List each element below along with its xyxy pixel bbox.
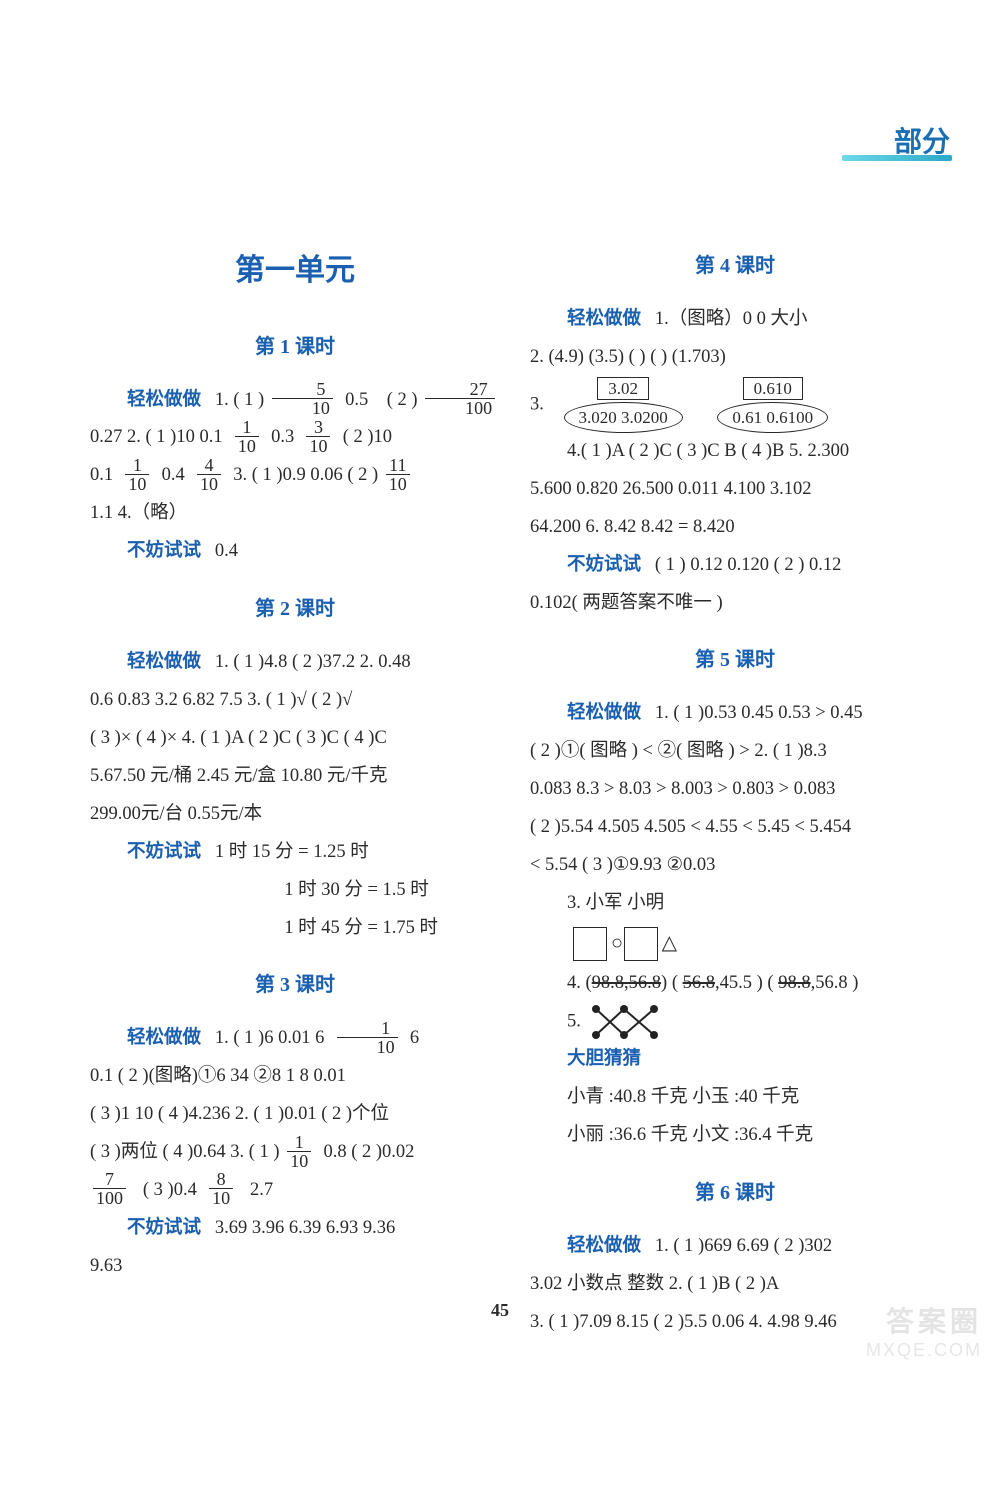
l2-line3: ( 3 )× ( 4 )× 4. ( 1 )A ( 2 )C ( 3 )C ( … [90, 720, 500, 758]
l5-line3: 0.083 8.3 > 8.03 > 8.003 > 0.803 > 0.083 [530, 771, 940, 809]
l4-line6: 不妨试试 ( 1 ) 0.12 0.120 ( 2 ) 0.12 [530, 547, 940, 585]
l4-line3: 4.( 1 )A ( 2 )C ( 3 )C B ( 4 )B 5. 2.300 [530, 433, 940, 471]
fraction: 810 [209, 1170, 233, 1207]
diagram-b: 0.610 0.61 0.6100 [717, 377, 828, 433]
circle-symbol-box: ○ [573, 927, 607, 961]
l5-guess-label: 大胆猜猜 [530, 1041, 940, 1079]
l4-line4: 5.600 0.820 26.500 0.011 4.100 3.102 [530, 471, 940, 509]
ellipse-value: 3.020 3.0200 [564, 402, 683, 433]
lesson3-title: 第 3 课时 [90, 965, 500, 1006]
l5-line5: < 5.54 ( 3 )①9.93 ②0.03 [530, 847, 940, 885]
fraction: 27100 [425, 380, 495, 417]
l2-line6: 不妨试试 1 时 15 分 = 1.25 时 [90, 834, 500, 872]
fraction: 110 [125, 456, 149, 493]
l3-line7: 9.63 [90, 1248, 500, 1286]
l4-line2: 2. (4.9) (3.5) ( ) ( ) (1.703) [530, 339, 940, 377]
l3-line6: 不妨试试 3.69 3.96 6.39 6.93 9.36 [90, 1210, 500, 1248]
label-try: 不妨试试 [127, 541, 201, 561]
l1-line4: 1.1 4.（略） [90, 495, 500, 533]
fraction: 110 [287, 1133, 311, 1170]
left-column: 第一单元 第 1 课时 轻松做做 1. ( 1 ) 510 0.5 ( 2 ) … [90, 240, 500, 1341]
l1-line3: 0.1 110 0.4 410 3. ( 1 )0.9 0.06 ( 2 ) 1… [90, 457, 500, 495]
l2-line2: 0.6 0.83 3.2 6.82 7.5 3. ( 1 )√ ( 2 )√ [90, 682, 500, 720]
label-try: 不妨试试 [127, 842, 201, 862]
cross-match-icon [590, 1003, 660, 1041]
l5-line7: 4. (98.8,56.8) ( 56.8,45.5 ) ( 98.8,56.8… [530, 965, 940, 1003]
label-try: 不妨试试 [127, 1218, 201, 1238]
watermark-text-top: 答案圈 [866, 1300, 982, 1340]
strikethrough: 98.8,56.8 [592, 973, 661, 993]
l2-line5: 299.00元/台 0.55元/本 [90, 796, 500, 834]
box-value: 0.610 [743, 377, 803, 400]
ellipse-value: 0.61 0.6100 [717, 402, 828, 433]
l5-line1: 轻松做做 1. ( 1 )0.53 0.45 0.53 > 0.45 [530, 695, 940, 733]
l5-line11: 小丽 :36.6 千克 小文 :36.4 千克 [530, 1117, 940, 1155]
l2-line1: 轻松做做 1. ( 1 )4.8 ( 2 )37.2 2. 0.48 [90, 644, 500, 682]
l5-line8: 5. [530, 1003, 940, 1041]
l3-line2: 0.1 ( 2 )(图略)①6 34 ②8 1 8 0.01 [90, 1058, 500, 1096]
right-column: 第 4 课时 轻松做做 1.（图略）0 0 大小 2. (4.9) (3.5) … [530, 240, 940, 1341]
l5-line6: 3. 小军 小明 [530, 885, 940, 923]
fraction: 110 [235, 418, 259, 455]
l1-line5: 不妨试试 0.4 [90, 533, 500, 571]
watermark: 答案圈 MXQE.COM [866, 1300, 982, 1361]
l3-line3: ( 3 )1 10 ( 4 )4.236 2. ( 1 )0.01 ( 2 )个… [90, 1096, 500, 1134]
lesson4-title: 第 4 课时 [530, 246, 940, 287]
label-easy: 轻松做做 [567, 1236, 641, 1256]
diagram-a: 3.02 3.020 3.0200 [564, 377, 683, 433]
fraction: 110 [337, 1019, 398, 1056]
l2-line4: 5.67.50 元/桶 2.45 元/盒 10.80 元/千克 [90, 758, 500, 796]
l3-line1: 轻松做做 1. ( 1 )6 0.01 6 110 6 [90, 1020, 500, 1058]
l4-line5: 64.200 6. 8.42 8.42 = 8.420 [530, 509, 940, 547]
page-number: 45 [0, 1300, 1000, 1321]
l5-line10: 小青 :40.8 千克 小玉 :40 千克 [530, 1079, 940, 1117]
strikethrough: 56.8 [683, 973, 715, 993]
label-easy: 轻松做做 [127, 652, 201, 672]
l5-symbols: ○ △ [530, 927, 940, 961]
l6-line2: 3.02 小数点 整数 2. ( 1 )B ( 2 )A [530, 1266, 940, 1304]
header-underline [842, 155, 952, 161]
l1-line2: 0.27 2. ( 1 )10 0.1 110 0.3 310 ( 2 )10 [90, 419, 500, 457]
l4-line1: 轻松做做 1.（图略）0 0 大小 [530, 301, 940, 339]
l1-line1: 轻松做做 1. ( 1 ) 510 0.5 ( 2 ) 27100 [90, 382, 500, 420]
triangle-symbol-box: △ [624, 927, 658, 961]
label-try: 不妨试试 [567, 555, 641, 575]
watermark-text-bottom: MXQE.COM [866, 1340, 982, 1361]
l3-line5: 7100 ( 3 )0.4 810 2.7 [90, 1172, 500, 1210]
l5-line2: ( 2 )①( 图略 ) < ②( 图略 ) > 2. ( 1 )8.3 [530, 733, 940, 771]
content-columns: 第一单元 第 1 课时 轻松做做 1. ( 1 ) 510 0.5 ( 2 ) … [60, 240, 940, 1341]
l6-line1: 轻松做做 1. ( 1 )669 6.69 ( 2 )302 [530, 1228, 940, 1266]
label-guess: 大胆猜猜 [567, 1049, 641, 1069]
fraction: 1110 [386, 456, 410, 493]
label-easy: 轻松做做 [567, 703, 641, 723]
page: 部分 第一单元 第 1 课时 轻松做做 1. ( 1 ) 510 0.5 ( 2… [0, 0, 1000, 1381]
l5-line4: ( 2 )5.54 4.505 4.505 < 4.55 < 5.45 < 5.… [530, 809, 940, 847]
unit-title: 第一单元 [90, 240, 500, 302]
label-easy: 轻松做做 [567, 309, 641, 329]
fraction: 7100 [93, 1170, 126, 1207]
label-easy: 轻松做做 [127, 390, 201, 410]
label-easy: 轻松做做 [127, 1028, 201, 1048]
l2-line7: 1 时 30 分 = 1.5 时 [90, 872, 500, 910]
header-section-label: 部分 [894, 120, 950, 160]
l3-line4: ( 3 )两位 ( 4 )0.64 3. ( 1 ) 110 0.8 ( 2 )… [90, 1134, 500, 1172]
l2-line8: 1 时 45 分 = 1.75 时 [90, 910, 500, 948]
fraction: 510 [272, 380, 333, 417]
l4-diagram: 3. 3.02 3.020 3.0200 0.610 0.61 0.6100 [530, 377, 940, 433]
fraction: 310 [306, 418, 330, 455]
strikethrough: 98.8 [778, 973, 810, 993]
lesson1-title: 第 1 课时 [90, 327, 500, 368]
fraction: 410 [197, 456, 221, 493]
lesson2-title: 第 2 课时 [90, 589, 500, 630]
l4-line7: 0.102( 两题答案不唯一 ) [530, 585, 940, 623]
lesson5-title: 第 5 课时 [530, 640, 940, 681]
lesson6-title: 第 6 课时 [530, 1173, 940, 1214]
box-value: 3.02 [597, 377, 649, 400]
